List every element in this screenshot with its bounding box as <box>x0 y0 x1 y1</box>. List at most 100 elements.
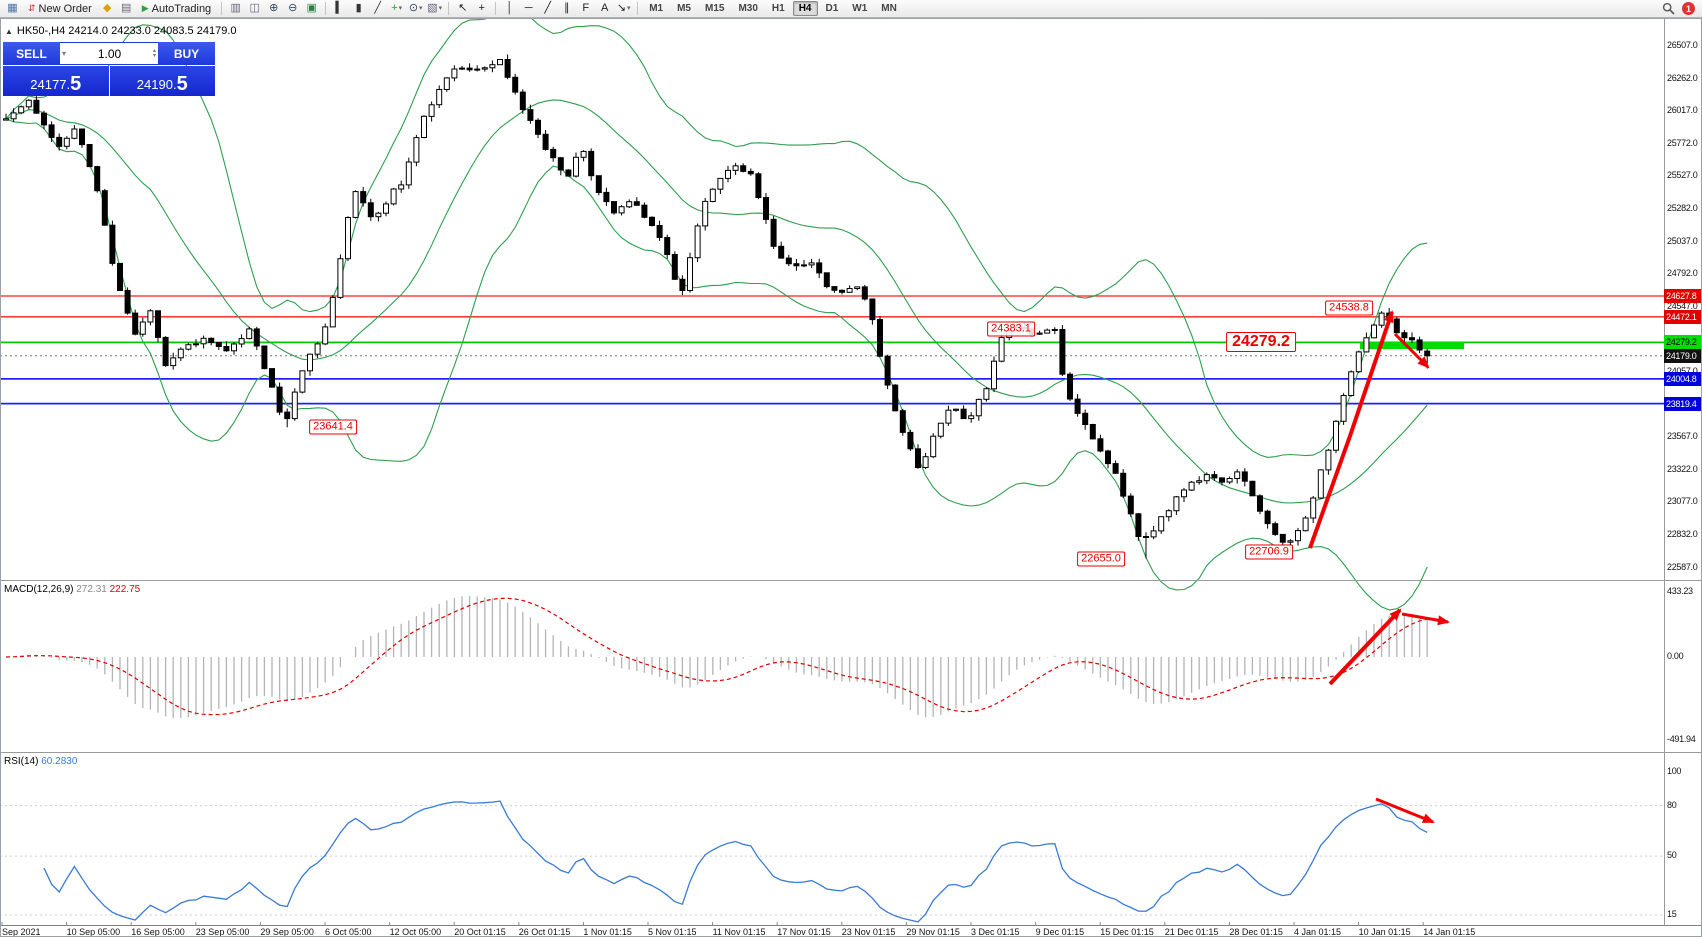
time-axis-label: 14 Jan 01:15 <box>1423 927 1476 937</box>
volume-spinner[interactable]: ▴ ▾ <box>151 47 158 59</box>
spinner-up-icon[interactable]: ▴ <box>152 47 156 54</box>
time-axis-label: 11 Nov 01:15 <box>712 927 766 937</box>
chart-title-text: HK50-,H4 24214.0 24233.0 24083.5 24179.0 <box>16 25 237 37</box>
timeframe-mn[interactable]: MN <box>881 3 897 14</box>
rsi-levels <box>0 805 1664 916</box>
autotrading-button[interactable]: ▶ AutoTrading <box>137 1 216 16</box>
price-axis-label: 24547.0 <box>1667 300 1698 311</box>
rsi-value: 60.2830 <box>41 756 78 767</box>
trendline-icon[interactable]: ╱ <box>544 2 551 14</box>
timeframe-h1[interactable]: H1 <box>771 3 785 14</box>
zoom-in-icon[interactable]: ⊕ <box>269 2 279 14</box>
price-axis-label: 25282.0 <box>1667 202 1698 213</box>
market-watch-icon[interactable]: ▥ <box>230 2 241 14</box>
price-axis-label: 23322.0 <box>1667 463 1698 474</box>
vertical-line-icon[interactable]: │ <box>506 2 514 14</box>
horizontal-line-icon[interactable]: ─ <box>524 2 533 14</box>
time-axis-label: 10 Sep 05:00 <box>66 927 121 937</box>
time-axis-label: 1 Nov 01:15 <box>583 927 632 937</box>
periods-icon[interactable]: ⊙ ▾ <box>408 2 423 14</box>
buy-button[interactable]: BUY <box>158 42 215 65</box>
autotrading-button-icon: ▶ <box>141 3 149 13</box>
cursor-icon[interactable]: ↖ <box>458 2 468 14</box>
algo-settings-icon[interactable]: ▤ <box>121 2 132 14</box>
new-chart-icon[interactable]: ▦ <box>7 2 18 14</box>
search-icon[interactable] <box>1660 1 1677 16</box>
price-axis[interactable]: 26507.0 26262.0 26017.0 25772.0 25527.0 25282… <box>1664 18 1702 926</box>
price-axis-label: 25527.0 <box>1667 170 1698 181</box>
support-zone-object <box>1360 342 1464 349</box>
timeframe-m15[interactable]: M15 <box>705 3 725 14</box>
candle-chart-mode-icon[interactable]: ▮ <box>355 2 362 14</box>
buy-price-button[interactable]: 24190. 5 <box>109 66 215 96</box>
timeframe-m30[interactable]: M30 <box>738 3 758 14</box>
time-axis-label: Sep 2021 <box>2 927 41 937</box>
macd-histogram <box>12 596 1428 719</box>
channel-icon[interactable]: ∥ <box>563 2 570 14</box>
sell-price: 24177. <box>30 77 71 92</box>
zoom-out-icon[interactable]: ⊖ <box>288 2 298 14</box>
price-tag: 24279.2 <box>1664 335 1702 350</box>
sell-button[interactable]: SELL <box>3 42 60 65</box>
timeframe-m1[interactable]: M1 <box>649 3 664 14</box>
new-order-button-label: New Order <box>38 2 92 15</box>
macd-signal-value: 222.75 <box>109 584 141 595</box>
timeframe-w1[interactable]: W1 <box>852 3 868 14</box>
price-tag: 24472.1 <box>1664 309 1702 324</box>
time-axis-label: 23 Sep 05:00 <box>195 927 250 937</box>
time-axis-label: 5 Nov 01:15 <box>648 927 697 937</box>
buy-price-pips: 5 <box>176 73 188 95</box>
arrows-tool-icon[interactable]: ↘ ▾ <box>616 2 631 14</box>
timeframe-m5[interactable]: M5 <box>677 3 691 14</box>
fibonacci-icon[interactable]: F <box>582 2 590 14</box>
macd-axis-label: 433.23 <box>1667 586 1693 596</box>
templates-icon[interactable]: ▧ ▾ <box>427 2 443 14</box>
macd-main-value: 272.31 <box>76 584 107 595</box>
macd-label: MACD(12,26,9) 272.31 222.75 <box>4 584 140 595</box>
new-order-button-icon: ⇵ <box>28 3 36 13</box>
timeframe-d1[interactable]: D1 <box>825 3 839 14</box>
price-tag: 24179.0 <box>1664 348 1702 363</box>
one-click-trading-panel: SELL ▾ ▴ ▾ BUY 24177.5 24190.5 <box>3 42 215 96</box>
time-axis-label: 6 Oct 05:00 <box>325 927 372 937</box>
autotrading-button-label: AutoTrading <box>151 2 212 15</box>
price-tag: 24627.8 <box>1664 289 1702 304</box>
price-tag: 24004.8 <box>1664 371 1702 386</box>
rsi-label: RSI(14) 60.2830 <box>4 756 77 767</box>
volume-input[interactable] <box>68 45 151 62</box>
price-axis-label: 24792.0 <box>1667 268 1698 279</box>
price-axis-label: 23567.0 <box>1667 431 1698 442</box>
time-axis-label: 20 Oct 01:15 <box>454 927 506 937</box>
spinner-down-icon[interactable]: ▾ <box>152 52 156 59</box>
time-axis-label: 10 Jan 01:15 <box>1358 927 1411 937</box>
time-axis[interactable]: Sep 2021 10 Sep 05:00 16 Sep 05:00 23 Sep 0… <box>0 926 1664 937</box>
notification-badge[interactable]: 1 <box>1682 2 1695 15</box>
text-label-icon[interactable]: A <box>601 2 609 14</box>
time-axis-label: 15 Dec 01:15 <box>1100 927 1154 937</box>
rsi-axis-label: 80 <box>1667 799 1677 810</box>
bar-chart-mode-icon[interactable]: ▍ <box>335 2 344 14</box>
time-axis-label: 12 Oct 05:00 <box>389 927 442 937</box>
macd-axis-label: 0.00 <box>1667 651 1684 661</box>
indicators-icon[interactable]: + ▾ <box>391 2 403 14</box>
price-axis-label: 23077.0 <box>1667 496 1698 507</box>
price-axis-label: 25037.0 <box>1667 235 1698 246</box>
volume-dropdown-icon[interactable]: ▾ <box>62 49 67 58</box>
collapse-panel-icon[interactable]: ▲ <box>5 26 13 36</box>
time-axis-label: 29 Sep 05:00 <box>260 927 314 937</box>
buy-price: 24190. <box>136 77 177 92</box>
tile-windows-icon[interactable]: ▣ <box>306 2 317 14</box>
crosshair-icon[interactable]: + <box>478 2 485 14</box>
data-window-icon[interactable]: ◫ <box>249 2 260 14</box>
sell-price-pips: 5 <box>70 73 82 95</box>
timeframe-h4[interactable]: H4 <box>792 1 818 16</box>
new-order-button[interactable]: ⇵ New Order <box>23 1 97 16</box>
sell-price-button[interactable]: 24177. 5 <box>3 66 109 96</box>
time-axis-label: 9 Dec 01:15 <box>1035 927 1085 937</box>
rsi-name: RSI(14) <box>4 756 39 767</box>
price-axis-label: 26262.0 <box>1667 72 1698 83</box>
line-chart-mode-icon[interactable]: ╱ <box>374 2 381 14</box>
panel-dividers <box>0 18 1702 926</box>
metaeditor-icon[interactable]: ◆ <box>103 2 112 14</box>
